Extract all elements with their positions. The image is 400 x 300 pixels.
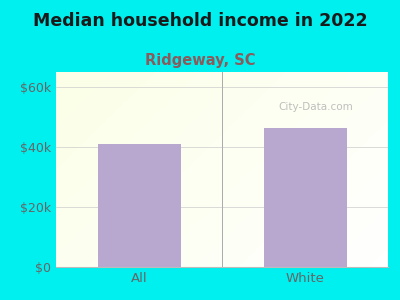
Bar — [98, 144, 180, 267]
Bar — [264, 128, 346, 267]
Text: Ridgeway, SC: Ridgeway, SC — [145, 52, 255, 68]
Text: City-Data.com: City-Data.com — [278, 102, 353, 112]
Text: Median household income in 2022: Median household income in 2022 — [33, 12, 367, 30]
